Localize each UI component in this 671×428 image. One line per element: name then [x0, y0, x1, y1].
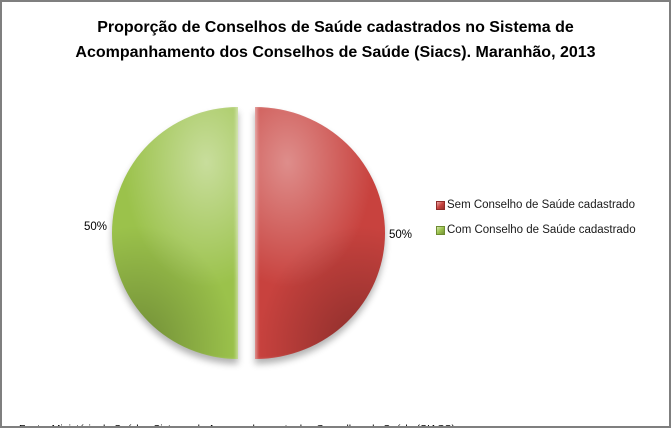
- chart-title-line2: Acompanhamento dos Conselhos de Saúde (S…: [75, 44, 596, 61]
- legend-label-com-conselho: Com Conselho de Saúde cadastrado: [447, 224, 636, 236]
- legend: Sem Conselho de Saúde cadastrado Com Con…: [436, 199, 636, 249]
- pie-slice-sem-conselho: [255, 107, 385, 359]
- legend-swatch-green-icon: [436, 225, 445, 235]
- legend-item-com-conselho: Com Conselho de Saúde cadastrado: [436, 224, 636, 236]
- chart-title: Proporção de Conselhos de Saúde cadastra…: [2, 15, 669, 65]
- legend-item-sem-conselho: Sem Conselho de Saúde cadastrado: [436, 199, 636, 211]
- data-label-right: 50%: [389, 229, 413, 241]
- data-label-left: 50%: [84, 221, 108, 233]
- legend-label-sem-conselho: Sem Conselho de Saúde cadastrado: [447, 199, 635, 211]
- pie-slice-com-conselho: [112, 107, 238, 359]
- chart-title-line1: Proporção de Conselhos de Saúde cadastra…: [97, 19, 574, 36]
- legend-swatch-red-icon: [436, 200, 445, 210]
- source-note-line1: Fonte: Ministério da Saúde: Sistema de A…: [19, 421, 669, 426]
- source-note: Fonte: Ministério da Saúde: Sistema de A…: [19, 389, 669, 426]
